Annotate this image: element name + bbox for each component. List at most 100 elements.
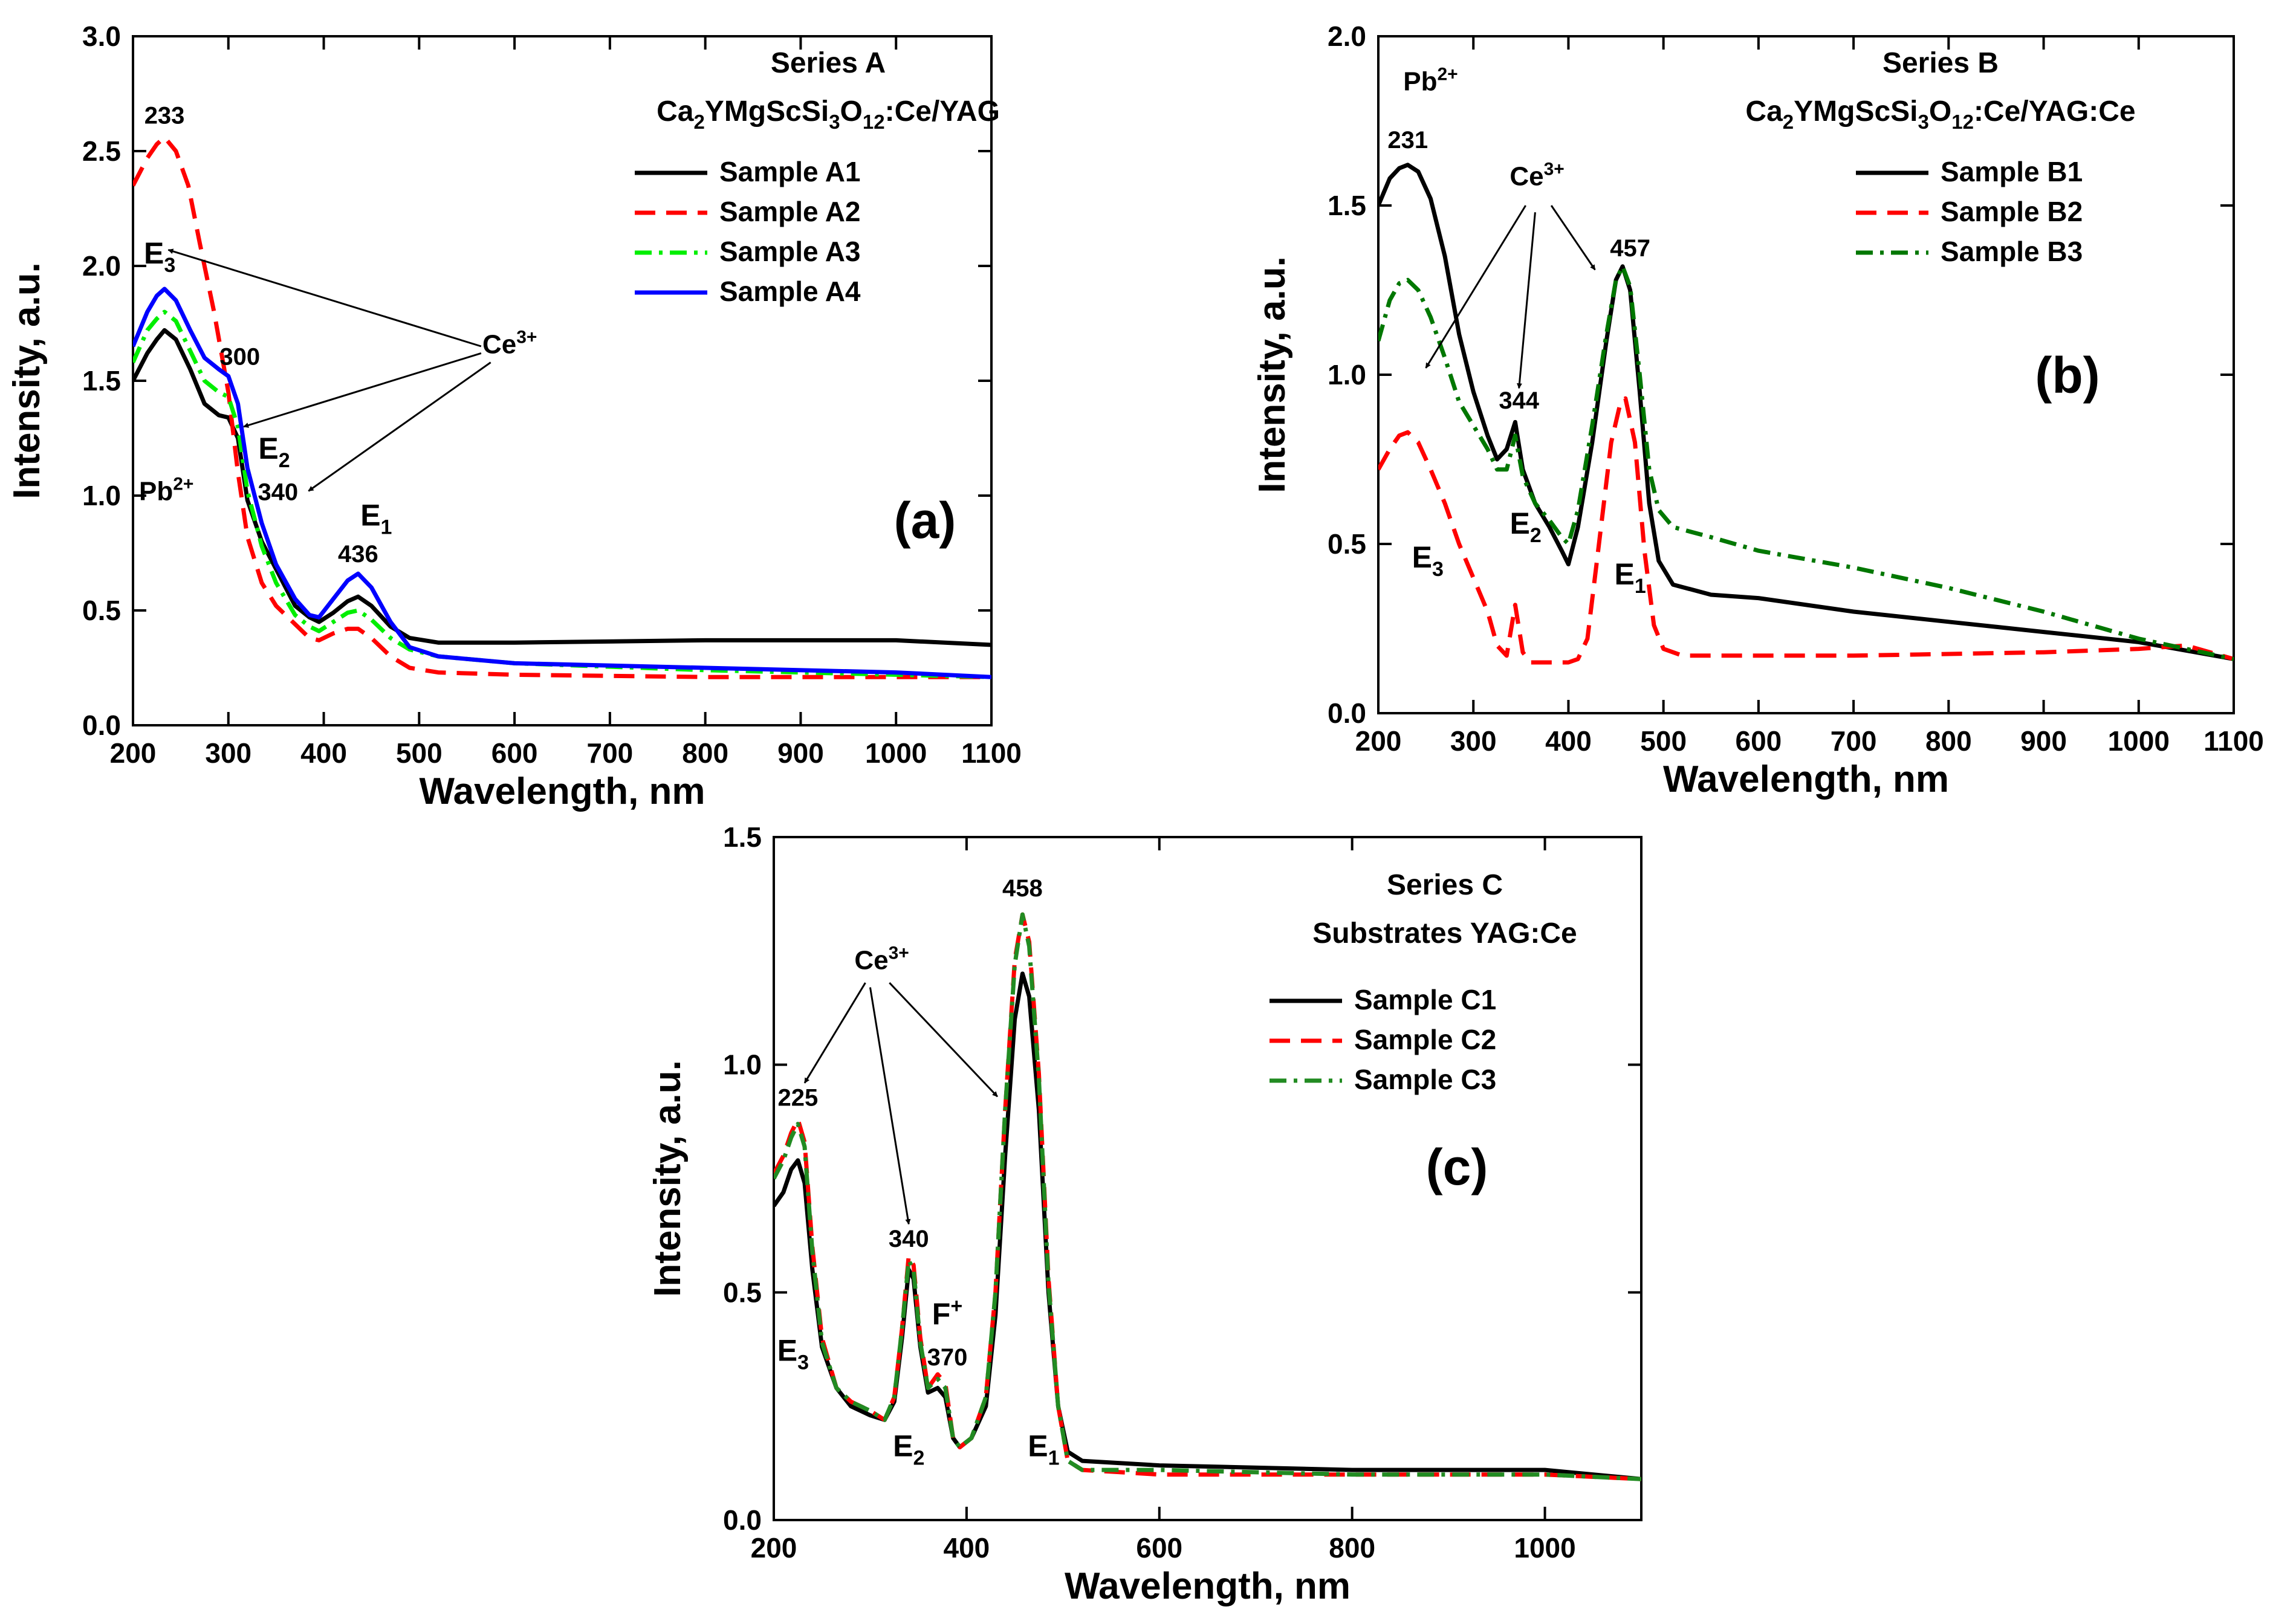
annotation-label: Pb2+ (139, 474, 193, 506)
series-line-sample-a1 (133, 328, 991, 647)
y-tick-label: 0.5 (723, 1276, 762, 1308)
x-tick-label: 200 (751, 1532, 797, 1564)
annotation-label: Ce3+ (1510, 159, 1564, 191)
x-tick-label: 600 (491, 737, 538, 769)
chart-subtitle: Substrates YAG:Ce (1312, 917, 1577, 949)
x-tick-label: 1000 (2108, 725, 2170, 757)
x-tick-label: 1000 (865, 737, 927, 769)
x-tick-label: 200 (1355, 725, 1402, 757)
annotation-label: E2 (893, 1429, 924, 1470)
x-tick-label: 400 (944, 1532, 990, 1564)
annotation-label: F+ (932, 1295, 962, 1331)
legend-label: Sample A2 (719, 196, 861, 227)
series-line-sample-b1 (1378, 163, 2234, 661)
y-tick-label: 1.5 (723, 821, 762, 853)
annotation-label: E3 (1412, 540, 1444, 581)
annotation-arrow (869, 987, 911, 1225)
y-tick-label: 0.5 (1328, 528, 1366, 560)
peak-label: 225 (777, 1084, 818, 1111)
peak-label: 458 (1002, 875, 1043, 902)
y-tick-label: 1.5 (1328, 190, 1366, 221)
series-line-sample-a3 (133, 309, 991, 679)
peak-label: 344 (1499, 387, 1539, 414)
annotation-label: E3 (144, 236, 175, 277)
legend-label: Sample A4 (719, 276, 861, 307)
annotation-label: E3 (777, 1333, 809, 1374)
chart-panel-c: 200 400 600 800 1000 0.0 0.5 1.0 1.5 Wavelength, … (647, 821, 1643, 1607)
legend-label: Sample B2 (1941, 196, 2083, 227)
y-tick-label: 0.0 (82, 710, 121, 741)
y-tick-label: 1.0 (723, 1049, 762, 1081)
series-line-sample-a4 (133, 286, 991, 679)
legend-label: Sample C2 (1354, 1024, 1496, 1055)
plot-frame (132, 35, 993, 726)
x-tick-label: 600 (1736, 725, 1782, 757)
panel-label: (c) (1426, 1139, 1488, 1195)
x-axis-label: Wavelength, nm (419, 771, 705, 812)
x-tick-label: 300 (1450, 725, 1497, 757)
peak-label: 300 (219, 343, 260, 370)
x-tick-label: 400 (300, 737, 347, 769)
x-tick-label: 700 (1831, 725, 1877, 757)
x-tick-label: 600 (1136, 1532, 1182, 1564)
x-tick-label: 900 (2020, 725, 2067, 757)
annotation-arrow (243, 352, 482, 428)
y-axis-label: Intensity, a.u. (647, 1060, 689, 1297)
y-tick-label: 0.0 (1328, 697, 1366, 729)
series-line-sample-b3 (1378, 264, 2234, 661)
annotation-label: E2 (258, 432, 290, 472)
chart-title: Series B (1882, 47, 1999, 79)
peak-label: 231 (1387, 127, 1428, 154)
x-tick-label: 1100 (2204, 725, 2264, 757)
plot-frame (1377, 35, 2235, 714)
x-tick-label: 800 (1925, 725, 1972, 757)
peak-label: 340 (258, 479, 298, 506)
series-line-sample-a2 (133, 135, 991, 679)
annotation-arrow (308, 361, 491, 492)
legend-label: Sample C1 (1354, 984, 1496, 1015)
y-axis-label: Intensity, a.u. (6, 262, 48, 499)
chart-subtitle: Ca2YMgScSi3O12:Ce/YAG (657, 95, 1000, 133)
y-tick-label: 1.0 (1328, 359, 1366, 390)
x-tick-label: 200 (110, 737, 157, 769)
y-tick-label: 2.0 (82, 250, 121, 282)
annotation-label: E1 (360, 498, 392, 539)
x-tick-label: 800 (682, 737, 728, 769)
legend-label: Sample A1 (719, 156, 861, 187)
y-tick-label: 0.0 (723, 1504, 762, 1536)
x-tick-label: 800 (1329, 1532, 1375, 1564)
chart-title: Series C (1387, 869, 1503, 901)
chart-panel-b: 200 300 400 500 600 700 800 900 1000 1100 0.0 0.5 1.… (1251, 21, 2264, 800)
x-tick-label: 700 (587, 737, 634, 769)
y-axis-label: Intensity, a.u. (1251, 256, 1293, 493)
legend-label: Sample B3 (1941, 236, 2083, 267)
peak-label: 436 (338, 541, 378, 568)
series-lines (133, 135, 991, 679)
peak-label: 457 (1610, 235, 1650, 262)
legend-label: Sample B1 (1941, 156, 2083, 187)
x-tick-label: 300 (205, 737, 251, 769)
y-tick-label: 3.0 (82, 21, 121, 52)
annotation-arrow (167, 248, 482, 348)
y-tick-label: 0.5 (82, 595, 121, 626)
peak-label: 370 (927, 1344, 968, 1371)
annotation-label: E1 (1614, 557, 1646, 598)
annotation-arrow (803, 982, 866, 1084)
chart-panel-a: 200 300 400 500 600 700 800 900 1000 1100 0.0 0.5 1.… (6, 21, 1022, 812)
x-tick-label: 500 (1640, 725, 1687, 757)
chart-subtitle: Ca2YMgScSi3O12:Ce/YAG:Ce (1745, 95, 2135, 133)
annotation-arrow (889, 982, 998, 1098)
x-tick-label: 1100 (961, 737, 1022, 769)
x-axis-label: Wavelength, nm (1663, 759, 1949, 800)
x-tick-label: 400 (1545, 725, 1592, 757)
annotation-arrow (1425, 205, 1526, 369)
annotation-label: Ce3+ (854, 943, 909, 975)
y-tick-label: 1.0 (82, 480, 121, 511)
peak-label: 340 (889, 1226, 929, 1252)
annotation-arrow (1550, 205, 1596, 271)
x-tick-label: 900 (777, 737, 824, 769)
chart-title: Series A (771, 47, 886, 79)
panel-label: (b) (2035, 347, 2100, 404)
panel-label: (a) (894, 492, 956, 549)
